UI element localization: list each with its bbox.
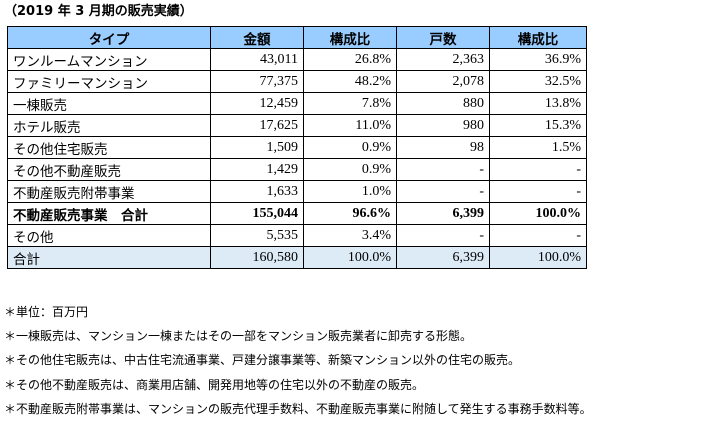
cell-units-ratio: 15.3% (489, 114, 587, 137)
header-amount-ratio: 構成比 (303, 26, 397, 49)
cell-type: 合計 (7, 246, 211, 269)
table-row: ファミリーマンション 77,375 48.2% 2,078 32.5% (7, 70, 587, 93)
cell-units: 880 (396, 92, 490, 115)
cell-amount: 1,633 (210, 180, 304, 203)
table-row: その他 5,535 3.4% - - (7, 224, 587, 247)
cell-units: 2,078 (396, 70, 490, 93)
table-row: ホテル販売 17,625 11.0% 980 15.3% (7, 114, 587, 137)
footnote-bulk-sales: ＊一棟販売は、マンション一棟またはその一部をマンション販売業者に卸売する形態。 (4, 329, 473, 344)
cell-units: 2,363 (396, 48, 490, 71)
cell-type: 一棟販売 (7, 92, 211, 115)
header-units-ratio: 構成比 (489, 26, 587, 49)
cell-amount: 17,625 (210, 114, 304, 137)
cell-units-ratio: 1.5% (489, 136, 587, 159)
cell-units: - (396, 158, 490, 181)
cell-amount: 43,011 (210, 48, 304, 71)
table-title: （2019 年 3 月期の販売実績） (4, 4, 193, 19)
cell-amount-ratio: 3.4% (303, 224, 397, 247)
cell-units: - (396, 180, 490, 203)
cell-amount-ratio: 26.8% (303, 48, 397, 71)
cell-units: 980 (396, 114, 490, 137)
cell-units: 6,399 (396, 246, 490, 269)
cell-units-ratio: 32.5% (489, 70, 587, 93)
cell-type: ホテル販売 (7, 114, 211, 137)
cell-type: 不動産販売附帯事業 (7, 180, 211, 203)
table-row: 一棟販売 12,459 7.8% 880 13.8% (7, 92, 587, 115)
cell-type: ファミリーマンション (7, 70, 211, 93)
cell-amount-ratio: 1.0% (303, 180, 397, 203)
cell-units-ratio: 13.8% (489, 92, 587, 115)
cell-units: - (396, 224, 490, 247)
cell-amount: 1,429 (210, 158, 304, 181)
table-row: その他住宅販売 1,509 0.9% 98 1.5% (7, 136, 587, 159)
cell-type: その他 (7, 224, 211, 247)
table-row: 不動産販売附帯事業 1,633 1.0% - - (7, 180, 587, 203)
table-row: その他不動産販売 1,429 0.9% - - (7, 158, 587, 181)
footnote-unit: ＊単位：百万円 (4, 305, 89, 319)
header-type: タイプ (7, 26, 211, 49)
header-amount: 金額 (210, 26, 304, 49)
cell-type: 不動産販売事業 合計 (7, 202, 211, 225)
footnote-other-real-estate: ＊その他不動産販売は、商業用店舗、開発用地等の住宅以外の不動産の販売。 (4, 377, 425, 392)
cell-type: ワンルームマンション (7, 48, 211, 71)
cell-amount-ratio: 0.9% (303, 136, 397, 159)
cell-units-ratio: 36.9% (489, 48, 587, 71)
footnotes: ＊単位：百万円 ＊一棟販売は、マンション一棟またはその一部をマンション販売業者に… (4, 300, 592, 421)
cell-amount: 5,535 (210, 224, 304, 247)
footnote-ancillary: ＊不動産販売附帯事業は、マンションの販売代理手数料、不動産販売事業に附随して発生… (4, 401, 592, 416)
cell-amount: 12,459 (210, 92, 304, 115)
cell-units-ratio: 100.0% (489, 202, 587, 225)
cell-amount: 77,375 (210, 70, 304, 93)
sales-results-table: タイプ 金額 構成比 戸数 構成比 ワンルームマンション 43,011 26.8% 2… (7, 26, 587, 269)
cell-amount-ratio: 11.0% (303, 114, 397, 137)
cell-amount: 160,580 (210, 246, 304, 269)
cell-units: 98 (396, 136, 490, 159)
cell-amount-ratio: 48.2% (303, 70, 397, 93)
footnote-other-housing: ＊その他住宅販売は、中古住宅流通事業、戸建分譲事業等、新築マンション以外の住宅の… (4, 353, 521, 368)
header-units: 戸数 (396, 26, 490, 49)
table-row: ワンルームマンション 43,011 26.8% 2,363 36.9% (7, 48, 587, 71)
table-total-row: 合計 160,580 100.0% 6,399 100.0% (7, 246, 587, 269)
cell-type: その他住宅販売 (7, 136, 211, 159)
table-subtotal-row: 不動産販売事業 合計 155,044 96.6% 6,399 100.0% (7, 202, 587, 225)
cell-units: 6,399 (396, 202, 490, 225)
cell-amount-ratio: 7.8% (303, 92, 397, 115)
cell-amount-ratio: 0.9% (303, 158, 397, 181)
cell-amount: 155,044 (210, 202, 304, 225)
cell-type: その他不動産販売 (7, 158, 211, 181)
cell-amount: 1,509 (210, 136, 304, 159)
cell-amount-ratio: 96.6% (303, 202, 397, 225)
cell-units-ratio: - (489, 158, 587, 181)
cell-units-ratio: 100.0% (489, 246, 587, 269)
table-header-row: タイプ 金額 構成比 戸数 構成比 (7, 26, 587, 49)
cell-units-ratio: - (489, 224, 587, 247)
cell-units-ratio: - (489, 180, 587, 203)
cell-amount-ratio: 100.0% (303, 246, 397, 269)
